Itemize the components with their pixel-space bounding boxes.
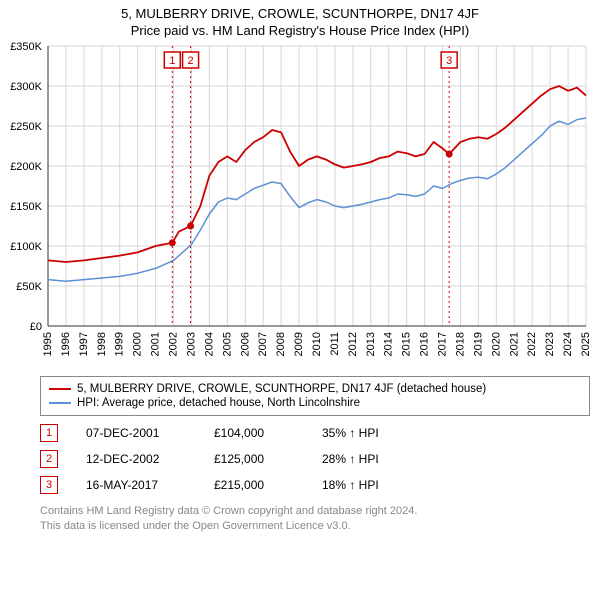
svg-text:2000: 2000 [132, 332, 144, 356]
svg-text:2005: 2005 [221, 332, 233, 356]
footer-line: Contains HM Land Registry data © Crown c… [40, 504, 590, 519]
svg-text:£250K: £250K [10, 121, 42, 133]
svg-text:2019: 2019 [472, 332, 484, 356]
svg-text:2024: 2024 [562, 332, 574, 356]
legend-label: 5, MULBERRY DRIVE, CROWLE, SCUNTHORPE, D… [77, 383, 486, 395]
sale-marker: 3 [40, 476, 58, 494]
svg-text:2014: 2014 [383, 332, 395, 356]
sale-row: 1 07-DEC-2001 £104,000 35% ↑ HPI [40, 420, 590, 446]
svg-text:2: 2 [188, 55, 194, 67]
svg-text:£150K: £150K [10, 201, 42, 213]
svg-text:2010: 2010 [311, 332, 323, 356]
sales-table: 1 07-DEC-2001 £104,000 35% ↑ HPI 2 12-DEC-200… [40, 420, 590, 498]
svg-text:2012: 2012 [347, 332, 359, 356]
price-chart: £0 £50K £100K £150K £200K £250K £300K £350K 1995… [0, 38, 600, 368]
sale-marker: 1 [40, 424, 58, 442]
footer-attribution: Contains HM Land Registry data © Crown c… [40, 504, 590, 534]
svg-text:2009: 2009 [293, 332, 305, 356]
sale-marker: 2 [40, 450, 58, 468]
svg-text:1997: 1997 [78, 332, 90, 356]
sale-date: 07-DEC-2001 [86, 426, 186, 440]
page-subtitle: Price paid vs. HM Land Registry's House … [0, 23, 600, 38]
svg-text:1999: 1999 [114, 332, 126, 356]
svg-text:2011: 2011 [329, 332, 341, 356]
svg-text:2015: 2015 [401, 332, 413, 356]
footer-line: This data is licensed under the Open Gov… [40, 519, 590, 534]
svg-text:£300K: £300K [10, 81, 42, 93]
svg-text:2020: 2020 [490, 332, 502, 356]
svg-text:£50K: £50K [16, 281, 42, 293]
svg-text:2022: 2022 [526, 332, 538, 356]
svg-text:£350K: £350K [10, 41, 42, 53]
sale-date: 16-MAY-2017 [86, 478, 186, 492]
legend-label: HPI: Average price, detached house, Nort… [77, 397, 360, 409]
svg-text:2023: 2023 [544, 332, 556, 356]
svg-text:2002: 2002 [168, 332, 180, 356]
sale-row: 3 16-MAY-2017 £215,000 18% ↑ HPI [40, 472, 590, 498]
svg-text:2007: 2007 [257, 332, 269, 356]
svg-text:2025: 2025 [580, 332, 592, 356]
sale-diff: 28% ↑ HPI [322, 452, 379, 466]
svg-text:2008: 2008 [275, 332, 287, 356]
page-title: 5, MULBERRY DRIVE, CROWLE, SCUNTHORPE, D… [0, 6, 600, 21]
svg-text:2003: 2003 [185, 332, 197, 356]
sale-price: £215,000 [214, 478, 294, 492]
svg-text:2021: 2021 [508, 332, 520, 356]
svg-text:1: 1 [169, 55, 175, 67]
legend-item: HPI: Average price, detached house, Nort… [49, 397, 581, 409]
legend-swatch [49, 402, 71, 404]
sale-date: 12-DEC-2002 [86, 452, 186, 466]
legend: 5, MULBERRY DRIVE, CROWLE, SCUNTHORPE, D… [40, 376, 590, 416]
svg-text:1995: 1995 [42, 332, 54, 356]
svg-text:2006: 2006 [239, 332, 251, 356]
svg-text:2018: 2018 [454, 332, 466, 356]
svg-text:£100K: £100K [10, 241, 42, 253]
svg-text:3: 3 [446, 55, 452, 67]
legend-swatch [49, 388, 71, 390]
sale-price: £125,000 [214, 452, 294, 466]
sale-price: £104,000 [214, 426, 294, 440]
sale-diff: 35% ↑ HPI [322, 426, 379, 440]
sale-row: 2 12-DEC-2002 £125,000 28% ↑ HPI [40, 446, 590, 472]
svg-text:2016: 2016 [419, 332, 431, 356]
svg-text:1996: 1996 [60, 332, 72, 356]
sale-diff: 18% ↑ HPI [322, 478, 379, 492]
svg-text:2017: 2017 [437, 332, 449, 356]
svg-text:£200K: £200K [10, 161, 42, 173]
svg-text:2013: 2013 [365, 332, 377, 356]
svg-text:2001: 2001 [150, 332, 162, 356]
svg-text:1998: 1998 [96, 332, 108, 356]
svg-text:2004: 2004 [203, 332, 215, 356]
svg-text:£0: £0 [30, 321, 42, 333]
legend-item: 5, MULBERRY DRIVE, CROWLE, SCUNTHORPE, D… [49, 383, 581, 395]
